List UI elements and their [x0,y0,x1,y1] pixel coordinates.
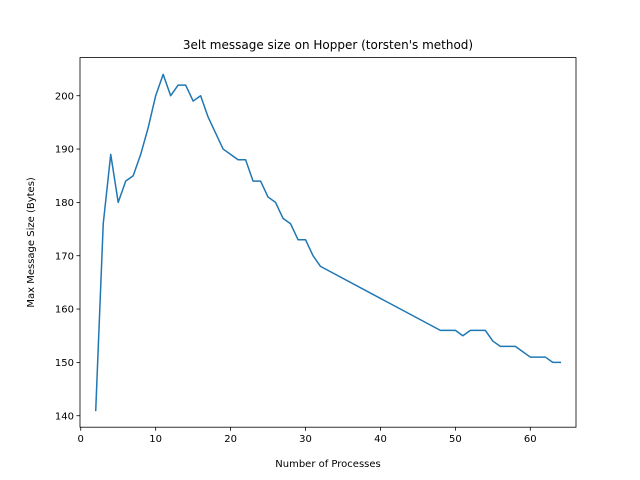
data-point [170,95,172,97]
y-tick-label: 190 [55,145,74,156]
data-point [177,84,179,86]
data-point [305,239,307,241]
data-point [485,330,487,332]
y-tick-label: 180 [55,198,74,209]
data-point [185,84,187,86]
data-point [162,74,164,76]
plot-area [94,73,562,412]
data-point [245,159,247,161]
data-point [200,95,202,97]
x-tick-label: 20 [224,434,237,445]
axes-frame [79,57,577,428]
data-point [515,346,517,348]
y-tick-label: 170 [55,251,74,262]
data-point [140,154,142,156]
data-point [545,356,547,358]
data-point [275,202,277,204]
data-point [267,196,269,198]
y-tick-label: 140 [55,411,74,422]
x-axis-label: Number of Processes [275,459,380,470]
x-tick-label: 0 [78,434,84,445]
data-point [537,356,539,358]
data-point [260,180,262,182]
data-point [470,330,472,332]
data-point [155,95,157,97]
series-line [94,73,562,412]
data-point [110,154,112,156]
y-tick-label: 160 [55,305,74,316]
data-point [290,223,292,225]
y-tick-label: 200 [55,91,74,102]
chart-title: 3elt message size on Hopper (torsten's m… [183,38,473,52]
data-point [560,362,562,364]
data-point [215,132,217,134]
data-point [117,202,119,204]
data-point [102,223,104,225]
data-point [552,362,554,364]
x-tick-label: 50 [449,434,462,445]
data-point [530,356,532,358]
data-point [522,351,524,353]
x-tick-label: 10 [149,434,162,445]
data-point [500,346,502,348]
data-point [312,255,314,257]
data-point [507,346,509,348]
data-point [132,175,134,177]
y-axis-label: Max Message Size (Bytes) [26,177,37,308]
data-point [455,330,457,332]
data-point [252,180,254,182]
data-point [440,330,442,332]
data-point [462,335,464,337]
y-tick-label: 150 [55,358,74,369]
data-point [477,330,479,332]
x-tick-label: 40 [374,434,387,445]
x-tick-label: 30 [299,434,312,445]
data-point [222,148,224,150]
axis-ticks: 0 10 20 30 40 50 60 140 150 160 170 180 190 200 [55,91,537,445]
data-point [230,154,232,156]
data-point [297,239,299,241]
data-point [282,218,284,220]
data-point [147,127,149,129]
data-point [492,340,494,342]
data-point [320,266,322,268]
data-point [192,100,194,102]
data-point [447,330,449,332]
data-point [125,180,127,182]
data-point [207,116,209,118]
x-tick-label: 60 [524,434,537,445]
data-point [95,410,97,412]
data-point [237,159,239,161]
